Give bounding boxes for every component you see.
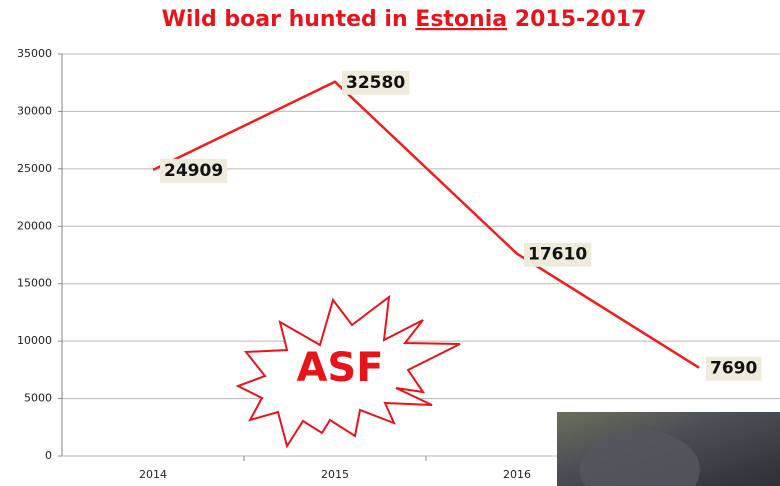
y-tick-label: 15000	[17, 277, 52, 290]
y-tick-label: 5000	[24, 392, 52, 405]
chart-title: Wild boar hunted in Estonia 2015-2017	[162, 7, 647, 32]
data-label-bg	[342, 70, 410, 95]
y-tick-label: 25000	[17, 162, 52, 175]
annotation: ASF	[296, 345, 383, 391]
photo-detail	[580, 430, 700, 486]
starburst	[235, 294, 461, 449]
data-label-text: 17610	[528, 245, 587, 265]
data-label-text: 32580	[346, 73, 405, 93]
x-tick-label: 2015	[321, 468, 349, 481]
line	[152, 80, 700, 369]
x-tick-label: 2014	[139, 468, 167, 481]
data-label-text: 7690	[710, 359, 757, 379]
data-label-text: 24909	[164, 161, 223, 181]
x-tick-label: 2016	[503, 468, 531, 481]
plot-area: 0 5000 10000 15000 20000 25000 30000 35000 2014 2…	[17, 47, 780, 481]
data-label-bg	[706, 356, 762, 381]
title-part: Estonia	[415, 7, 507, 32]
title-part: Wild boar hunted in	[162, 7, 408, 32]
data-label: 7690	[706, 356, 762, 381]
y-tick-label: 10000	[17, 334, 52, 347]
data-label: 24909	[160, 158, 228, 183]
y-tick-label: 35000	[17, 47, 52, 60]
data-label: 17610	[524, 242, 592, 267]
y-tick-label: 0	[45, 449, 52, 462]
y-tick-label: 20000	[17, 219, 52, 232]
data-label: 32580	[342, 70, 410, 95]
data-label-bg	[160, 158, 228, 183]
title-part: 2015-2017	[515, 7, 647, 32]
y-tick-label: 30000	[17, 104, 52, 117]
data-label-bg	[524, 242, 592, 267]
